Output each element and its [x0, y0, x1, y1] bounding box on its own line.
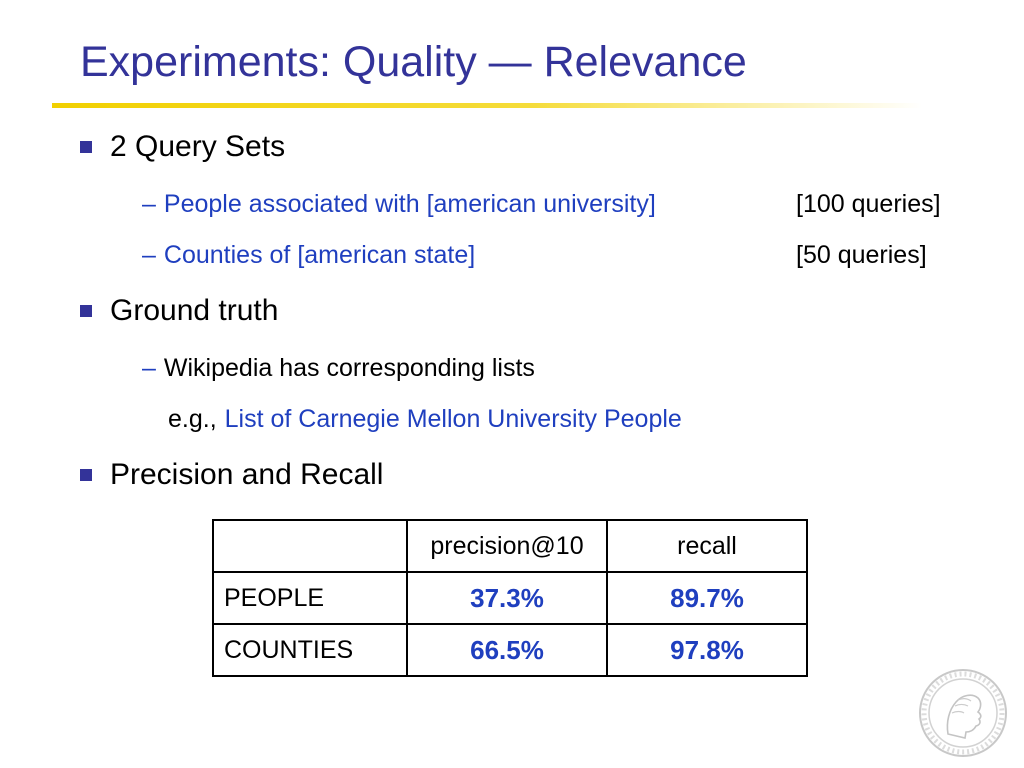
query-count-people: [100 queries]	[796, 190, 941, 218]
bullet-square-icon	[80, 469, 92, 481]
bullet-text: Ground truth	[110, 294, 279, 327]
example-link[interactable]: List of Carnegie Mellon University Peopl…	[224, 404, 682, 433]
bullet-query-sets: 2 Query Sets	[80, 127, 285, 167]
precision-value: 66.5%	[406, 623, 608, 677]
subitem-wikipedia: – Wikipedia has corresponding lists	[142, 352, 535, 384]
precision-value: 37.3%	[406, 571, 608, 625]
subitem-counties-query: – Counties of [american state]	[142, 239, 475, 271]
bullet-text: Precision and Recall	[110, 458, 384, 491]
table-row: COUNTIES 66.5% 97.8%	[212, 623, 808, 677]
bullet-text: 2 Query Sets	[110, 130, 286, 163]
dash-marker: –	[142, 353, 156, 382]
table-header-cell	[212, 519, 408, 573]
title-underline	[52, 103, 922, 108]
table-row: PEOPLE 37.3% 89.7%	[212, 571, 808, 625]
table-header-cell: precision@10	[406, 519, 608, 573]
bullet-square-icon	[80, 305, 92, 317]
bullet-square-icon	[80, 141, 92, 153]
query-link-counties[interactable]: Counties of [american state]	[163, 240, 476, 269]
recall-value: 97.8%	[606, 623, 808, 677]
table-header-row: precision@10 recall	[212, 519, 808, 573]
dash-marker: –	[142, 240, 156, 269]
results-table: precision@10 recall PEOPLE 37.3% 89.7% C…	[212, 519, 808, 677]
recall-value: 89.7%	[606, 571, 808, 625]
dash-marker: –	[142, 189, 156, 218]
bullet-ground-truth: Ground truth	[80, 291, 278, 331]
max-planck-seal-icon	[919, 669, 1007, 757]
slide-title: Experiments: Quality — Relevance	[80, 38, 747, 86]
row-label: COUNTIES	[212, 623, 408, 677]
row-label: PEOPLE	[212, 571, 408, 625]
subitem-people-query: – People associated with [american unive…	[142, 188, 656, 220]
query-link-people[interactable]: People associated with [american univers…	[163, 189, 656, 218]
example-prefix: e.g.,	[168, 404, 217, 433]
bullet-precision-recall: Precision and Recall	[80, 455, 383, 495]
table-header-cell: recall	[606, 519, 808, 573]
query-count-counties: [50 queries]	[796, 241, 927, 269]
subitem-text: Wikipedia has corresponding lists	[163, 353, 535, 382]
example-line: e.g., List of Carnegie Mellon University…	[168, 403, 682, 435]
